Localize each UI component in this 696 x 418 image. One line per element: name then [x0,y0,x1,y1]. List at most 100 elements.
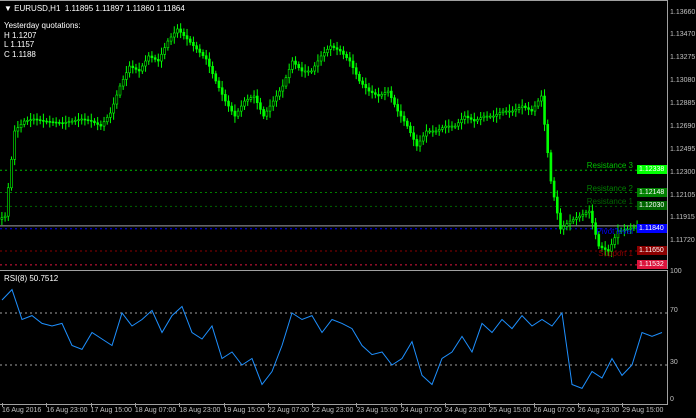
candle-body [546,124,550,154]
candle-body [211,66,214,74]
candle-body [460,119,463,124]
candle-body [303,70,307,73]
candle-body [42,120,45,122]
candle-body [163,47,166,55]
rsi-line [1,288,663,390]
price-tick-label: 1.12105 [670,191,696,199]
candle-body [217,80,221,88]
candle-body [179,28,182,33]
info-low: L 1.1157 [4,40,35,49]
candle-body [10,159,13,189]
candle-body [447,125,451,128]
candle-body [74,120,77,122]
candle-body [188,38,192,43]
candle-body [54,121,58,124]
candle-body [284,77,288,87]
candle-body [131,65,135,69]
level-price-tag: 1.12338 [637,165,667,175]
candle-body [128,65,131,74]
time-tick-label: 18 Aug 23:00 [179,407,221,414]
candle-body [571,219,575,222]
candle-body [342,50,345,55]
time-tick [622,403,624,407]
candle-body [488,115,492,118]
candle-body [246,99,249,102]
candle-body [629,227,633,230]
candle-body [204,55,208,60]
candle-body [623,229,626,232]
candle-body [524,105,527,108]
candle-body [19,124,23,128]
candle-body [153,57,157,60]
info-close: C 1.1188 [4,49,36,59]
candle-body [453,125,457,128]
candle-body [112,103,115,114]
candle-body [0,217,4,220]
candle-body [192,42,195,46]
candle-body [348,57,352,62]
candle-body [278,90,281,97]
candle-body [64,122,68,124]
price-chart[interactable]: ▼ EURUSD,H1 1.11895 1.11897 1.11860 1.11… [0,0,668,269]
time-tick-label: 25 Aug 15:00 [489,407,531,414]
candle-body [70,120,74,123]
candle-body [626,228,629,231]
candle-body [632,226,636,229]
candle-body [511,110,514,113]
candle-body [345,54,348,59]
rsi-panel[interactable]: RSI(8) 50.7512 [0,270,668,405]
candle-body [354,67,358,75]
time-tick-label: 22 Aug 07:00 [267,407,310,414]
info-high: H 1.1207 [4,30,37,40]
time-tick [577,403,579,407]
candle-body [594,222,597,235]
candle-body [520,105,524,108]
candle-body [473,119,476,122]
candle-body [616,230,620,239]
candle-body [479,117,482,120]
candle-body [514,109,518,112]
candle-body [93,120,96,124]
time-tick [134,403,136,407]
candle-body [351,60,355,68]
candle-body [96,122,99,125]
candle-body [89,120,93,122]
candle-body [249,97,253,100]
candle-body [402,115,406,122]
candle-body [150,55,154,58]
candle-body [35,118,39,121]
candle-body [125,72,128,80]
time-tick [356,403,358,407]
candle-body [457,122,460,127]
candle-body [77,119,80,122]
candle-body [584,212,588,215]
candle-body [38,119,42,122]
candle-body [434,130,438,133]
time-tick-label: 24 Aug 07:00 [400,407,442,414]
candle-body [610,244,613,252]
candle-body [530,109,534,112]
time-tick-label: 18 Aug 07:00 [134,407,177,414]
candle-body [182,32,186,36]
time-tick [489,403,491,407]
time-tick [312,403,314,407]
candle-body [313,65,317,72]
candle-body [80,118,84,121]
time-tick-label: 26 Aug 23:00 [577,407,620,414]
candle-body [425,130,428,137]
candle-body [335,47,339,50]
time-tick-label: 19 Aug 15:00 [223,407,265,414]
collapse-triangle-icon[interactable]: ▼ [4,4,12,13]
candle-body [555,196,559,214]
candle-body [48,121,52,123]
candle-body [591,210,594,224]
candle-body [562,226,565,230]
candle-body [294,60,297,65]
chart-legend: ▼ EURUSD,H1 1.11895 1.11897 1.11860 1.11… [4,4,185,13]
candle-body [141,65,144,72]
candle-body [13,130,16,160]
time-tick-label: 17 Aug 15:00 [90,407,132,414]
candle-body [67,121,71,124]
candle-body [147,55,151,62]
level-label: Resistance 1 [586,197,633,207]
